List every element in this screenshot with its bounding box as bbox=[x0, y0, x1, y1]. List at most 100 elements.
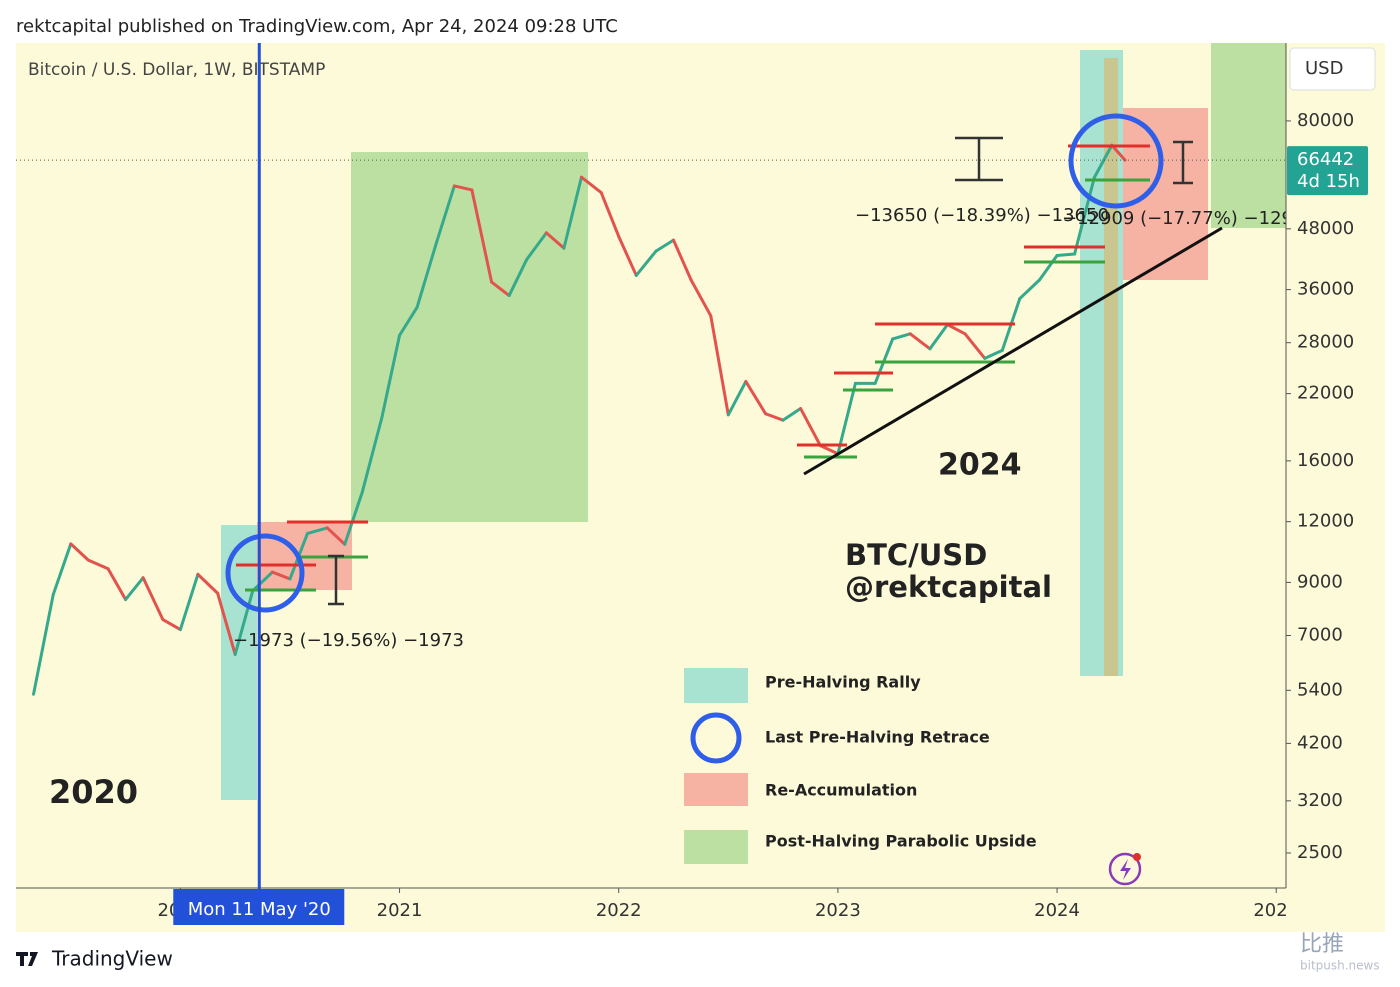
legend-swatch bbox=[690, 712, 742, 764]
price-segment bbox=[1018, 278, 1042, 301]
y-tick-label: 28000 bbox=[1297, 332, 1354, 353]
x-tick-label: 2023 bbox=[815, 900, 861, 921]
brand-name: TradingView bbox=[51, 947, 173, 971]
price-segment bbox=[525, 231, 548, 262]
price-segment bbox=[908, 332, 932, 351]
y-tick-label: 9000 bbox=[1297, 571, 1343, 592]
legend-swatch bbox=[684, 830, 748, 864]
y-tick-label: 12000 bbox=[1297, 511, 1354, 532]
currency-label: USD bbox=[1305, 58, 1343, 79]
price-segment bbox=[490, 280, 511, 298]
last-price-label: 66442 bbox=[1297, 149, 1354, 170]
y-tick-label: 80000 bbox=[1297, 110, 1354, 131]
price-segment bbox=[1038, 254, 1059, 282]
price-segment bbox=[470, 188, 494, 284]
price-segment bbox=[216, 591, 237, 656]
price-segment bbox=[1092, 143, 1114, 180]
alert-dot bbox=[1133, 853, 1141, 861]
y-tick-label: 22000 bbox=[1297, 383, 1354, 404]
price-segment bbox=[360, 415, 384, 494]
price-segment bbox=[1055, 252, 1077, 258]
measure-markers bbox=[328, 136, 1193, 606]
legend-swatch bbox=[684, 668, 748, 703]
brand-logo bbox=[16, 952, 38, 966]
price-segment bbox=[764, 412, 785, 422]
price-segment bbox=[945, 323, 967, 336]
halving-stripe bbox=[1104, 58, 1118, 676]
price-segment bbox=[124, 576, 145, 602]
price-segment bbox=[562, 175, 583, 250]
y-tick-label: 36000 bbox=[1297, 279, 1354, 300]
year-label: 2024 bbox=[938, 448, 1022, 483]
price-segment bbox=[398, 305, 419, 337]
price-segment bbox=[141, 576, 165, 622]
trendline bbox=[803, 226, 1223, 476]
price-segment bbox=[1073, 176, 1096, 256]
price-segment bbox=[415, 240, 439, 309]
y-tick-label: 16000 bbox=[1297, 450, 1354, 471]
price-segment bbox=[654, 238, 676, 253]
retrace-circle bbox=[225, 533, 305, 613]
symbol-label: Bitcoin / U.S. Dollar, 1W, BITSTAMP bbox=[28, 60, 325, 80]
price-segment bbox=[928, 323, 949, 351]
legend-label: Last Pre-Halving Retrace bbox=[765, 728, 990, 747]
countdown-label: 4d 15h bbox=[1297, 171, 1360, 192]
price-segment bbox=[343, 490, 364, 546]
legend-label: Pre-Halving Rally bbox=[765, 673, 921, 692]
x-tick-label: 2024 bbox=[1034, 900, 1080, 921]
price-segment bbox=[818, 444, 840, 456]
price-segment bbox=[634, 249, 658, 277]
crosshair-label: Mon 11 May '20 bbox=[188, 899, 331, 920]
y-tick-label: 4200 bbox=[1297, 732, 1343, 753]
post-halving-zone bbox=[351, 152, 588, 522]
price-segment bbox=[51, 542, 73, 596]
publish-title: rektcapital published on TradingView.com… bbox=[16, 16, 618, 37]
measure-label: −13650 (−18.39%) −13650 bbox=[855, 205, 1109, 226]
price-segment bbox=[781, 407, 803, 422]
re-accumulation-zone bbox=[1123, 108, 1208, 280]
price-segment bbox=[599, 191, 621, 238]
price-segment bbox=[544, 231, 566, 250]
price-segment bbox=[380, 333, 402, 419]
y-tick-label: 2500 bbox=[1297, 842, 1343, 863]
price-segment bbox=[617, 234, 638, 277]
price-segment bbox=[744, 379, 768, 416]
last-price-box bbox=[1287, 146, 1368, 196]
price-segment bbox=[106, 567, 128, 602]
watermark: 比推 bbox=[1300, 932, 1344, 957]
price-layer bbox=[16, 143, 1285, 696]
currency-button[interactable] bbox=[1289, 47, 1376, 91]
legend-label: Re-Accumulation bbox=[765, 781, 917, 800]
price-segment bbox=[270, 570, 292, 581]
y-tick-label: 7000 bbox=[1297, 624, 1343, 645]
x-tick-label: 2025 bbox=[1253, 900, 1299, 921]
watermark-author: @rektcapital bbox=[845, 570, 1052, 604]
price-segment bbox=[161, 618, 182, 632]
price-segment bbox=[305, 526, 329, 535]
watermark-pair: BTC/USD bbox=[845, 538, 987, 572]
price-segment bbox=[233, 589, 255, 656]
price-segment bbox=[1110, 143, 1127, 162]
price-segment bbox=[452, 184, 474, 192]
price-segment bbox=[689, 278, 713, 318]
price-segment bbox=[726, 379, 748, 417]
year-label: 2020 bbox=[49, 773, 138, 811]
price-segment bbox=[983, 348, 1004, 360]
x-tick-label: 2021 bbox=[377, 900, 423, 921]
drawings: −1973 (−19.56%) −1973 −13650 (−18.39%) −… bbox=[16, 43, 1286, 886]
x-tick-label: 2022 bbox=[596, 900, 642, 921]
price-segment bbox=[799, 407, 822, 448]
alert-icon[interactable] bbox=[1108, 852, 1142, 886]
price-segment bbox=[32, 592, 55, 696]
price-segment bbox=[86, 558, 110, 571]
price-segment bbox=[709, 314, 730, 417]
alert-bolt bbox=[1120, 859, 1131, 880]
price-segment bbox=[435, 184, 456, 244]
price-segment bbox=[251, 570, 274, 593]
price-segment bbox=[672, 238, 693, 282]
price-segment bbox=[178, 572, 200, 632]
crosshair-box bbox=[173, 889, 345, 925]
watermark-site: bitpush.news bbox=[1300, 959, 1380, 973]
price-segment bbox=[836, 381, 857, 456]
